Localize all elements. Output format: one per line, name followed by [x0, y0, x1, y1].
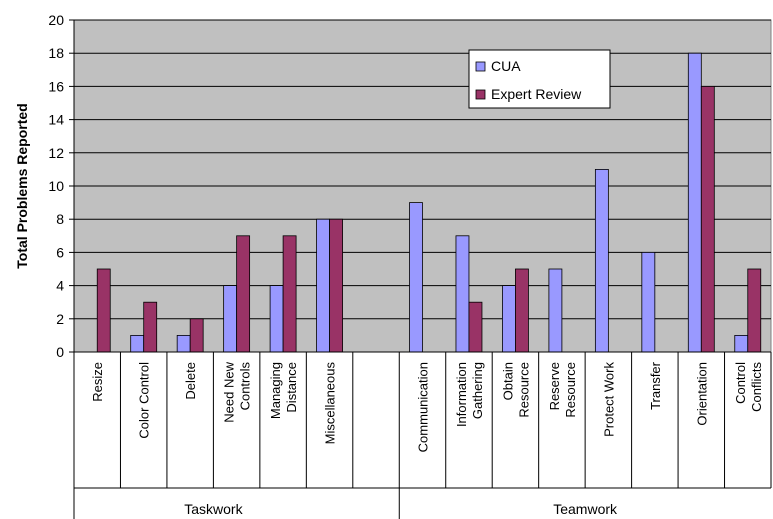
category-label: Information: [454, 362, 469, 427]
bar: [515, 268, 529, 353]
bar: [316, 218, 330, 353]
bar: [687, 52, 702, 353]
y-tick-label: 12: [48, 145, 64, 161]
category-label: Delete: [183, 362, 198, 400]
bar: [236, 235, 251, 353]
group-label: Teamwork: [553, 501, 618, 517]
bar: [747, 268, 762, 353]
y-tick-label: 16: [48, 78, 64, 94]
y-tick-label: 2: [56, 311, 64, 327]
legend-swatch: [475, 61, 486, 72]
bar: [641, 251, 656, 353]
category-label: Conflicts: [749, 362, 764, 412]
bar: [548, 268, 563, 353]
category-label: Miscellaneous: [323, 362, 338, 445]
bar: [329, 218, 343, 353]
bar: [130, 334, 145, 353]
y-tick-label: 18: [48, 45, 64, 61]
bar: [734, 334, 749, 353]
legend-box: [468, 49, 611, 109]
y-tick-label: 14: [48, 112, 64, 128]
bar: [455, 235, 470, 353]
category-label: Communication: [416, 362, 431, 452]
category-label: Controls: [238, 362, 253, 411]
category-label: Control: [733, 362, 748, 404]
bar: [594, 168, 609, 353]
group-label: Taskwork: [184, 501, 243, 517]
bar: [282, 235, 297, 353]
bar: [502, 285, 516, 353]
bar: [269, 285, 284, 353]
category-label: Need New: [222, 361, 237, 422]
legend-swatch: [475, 89, 486, 100]
bar: [143, 301, 158, 353]
category-label: Resource: [563, 362, 578, 418]
category-label: Managing: [268, 362, 283, 419]
category-label: Gathering: [470, 362, 485, 419]
bar: [700, 86, 715, 353]
category-label: Resource: [516, 362, 531, 418]
category-label: Reserve: [547, 362, 562, 410]
y-tick-label: 8: [56, 211, 64, 227]
y-tick-label: 0: [56, 344, 64, 360]
legend-label: CUA: [491, 58, 521, 74]
bar: [189, 318, 204, 353]
category-label: Obtain: [500, 362, 515, 400]
y-tick-label: 10: [48, 178, 64, 194]
category-label: Transfer: [648, 361, 663, 410]
bar: [176, 334, 191, 353]
legend-label: Expert Review: [491, 86, 582, 102]
category-label: Resize: [90, 362, 105, 402]
y-tick-label: 6: [56, 244, 64, 260]
category-label: Color Control: [137, 362, 152, 439]
category-label: Orientation: [694, 362, 709, 426]
category-label: Distance: [284, 362, 299, 413]
y-tick-label: 4: [56, 278, 64, 294]
bar: [468, 301, 483, 353]
category-label: Protect Work: [601, 362, 616, 437]
bar: [409, 202, 423, 353]
y-axis-title: Total Problems Reported: [14, 103, 30, 268]
bar: [96, 268, 111, 353]
bar: [223, 285, 238, 353]
y-tick-label: 20: [48, 12, 64, 28]
